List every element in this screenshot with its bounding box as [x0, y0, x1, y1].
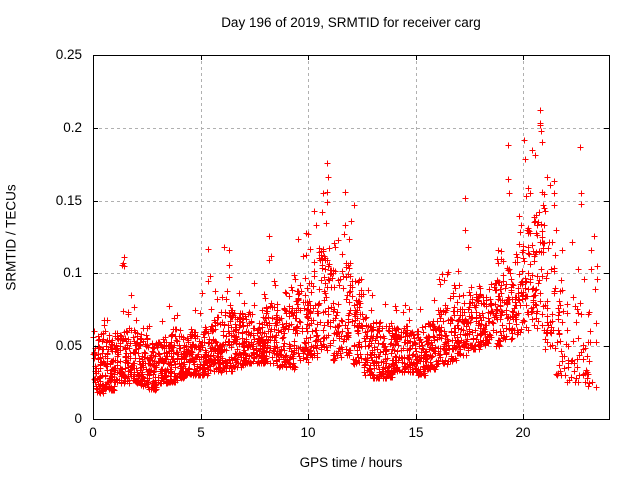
- x-tick-label: 0: [89, 425, 97, 440]
- x-tick-label: 10: [300, 425, 315, 440]
- y-tick-label: 0.05: [56, 338, 82, 353]
- scatter-points: [90, 107, 601, 397]
- y-tick-label: 0.1: [63, 265, 82, 280]
- y-tick-label: 0: [74, 411, 82, 426]
- y-tick-label: 0.25: [56, 47, 82, 62]
- x-tick-label: 15: [408, 425, 423, 440]
- tick-labels: 0 5 10 15 20 0 0.05 0.1 0.15 0.2 0.25: [56, 47, 531, 440]
- chart-title: Day 196 of 2019, SRMTID for receiver car…: [221, 15, 481, 30]
- x-tick-label: 5: [197, 425, 205, 440]
- x-tick-label: 20: [515, 425, 530, 440]
- plot-border: [93, 55, 610, 420]
- y-tick-label: 0.2: [63, 120, 82, 135]
- y-tick-label: 0.15: [56, 193, 82, 208]
- x-axis-label: GPS time / hours: [299, 455, 403, 470]
